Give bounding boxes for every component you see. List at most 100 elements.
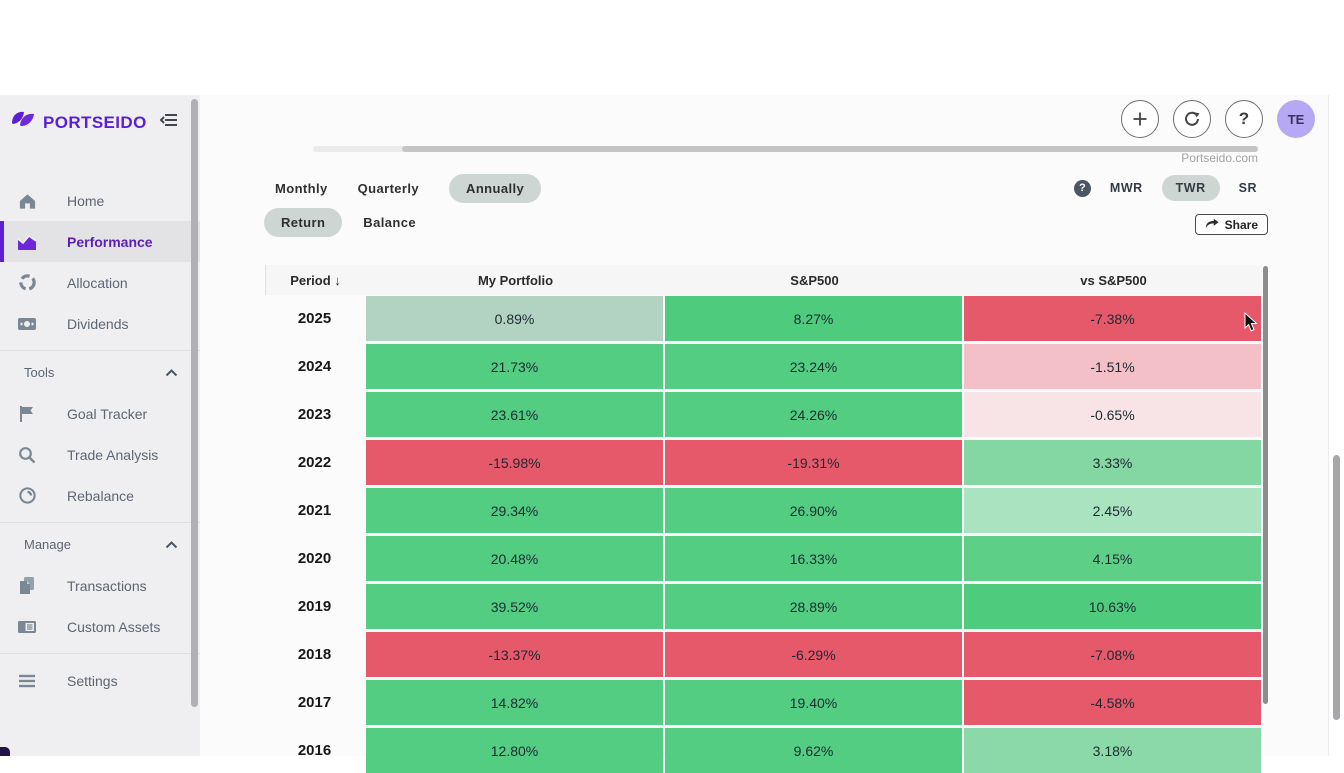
sidebar-item-transactions[interactable]: Transactions: [0, 565, 200, 606]
sidebar-collapse-icon[interactable]: [159, 112, 178, 133]
row-year: 2023: [297, 406, 332, 423]
row-year: 2017: [297, 694, 332, 711]
sidebar-item-goal-tracker[interactable]: Goal Tracker: [0, 393, 200, 434]
table-row: 2025 0.89% 8.27% -7.38%: [265, 296, 1262, 341]
sidebar-item-dividends[interactable]: Dividends: [0, 303, 200, 344]
sp500-return-cell: 24.26%: [665, 392, 962, 437]
sidebar-divider: [0, 522, 200, 523]
sidebar-item-home[interactable]: Home: [0, 180, 200, 221]
avatar[interactable]: TE: [1277, 100, 1315, 138]
sidebar-item-performance[interactable]: Performance: [0, 221, 200, 262]
sp500-return-cell: 28.89%: [665, 584, 962, 629]
tab-monthly[interactable]: Monthly: [275, 181, 328, 196]
settings-lines-icon: [17, 671, 37, 691]
sidebar-item-label: Trade Analysis: [67, 446, 159, 463]
horizontal-scrollbar-thumb[interactable]: [402, 146, 1258, 152]
sidebar-divider: [0, 653, 200, 654]
table-row: 2017 14.82% 19.40% -4.58%: [265, 680, 1262, 725]
sidebar-item-settings[interactable]: Settings: [0, 660, 200, 701]
vs-sp500-cell: -1.51%: [964, 344, 1261, 389]
sidebar-item-label: Dividends: [67, 315, 129, 332]
portfolio-return-cell: 23.61%: [366, 392, 663, 437]
sidebar-item-label: Rebalance: [67, 487, 134, 504]
portfolio-return-cell: 21.73%: [366, 344, 663, 389]
row-year: 2018: [297, 646, 332, 663]
section-title: Tools: [24, 364, 55, 380]
share-button[interactable]: Share: [1194, 214, 1268, 235]
view-tabs: Return Balance: [264, 208, 416, 237]
vs-sp500-cell: 3.18%: [964, 728, 1261, 773]
app-window: PORTSEIDO Home: [0, 95, 1344, 773]
metric-help-icon[interactable]: ?: [1073, 179, 1091, 197]
tab-mwr[interactable]: MWR: [1109, 181, 1143, 195]
row-year: 2016: [297, 742, 332, 759]
column-header-period[interactable]: Period ↓: [290, 272, 341, 288]
sidebar-nav: Home Performance Allocation: [0, 180, 200, 344]
table-row: 2019 39.52% 28.89% 10.63%: [265, 584, 1262, 629]
partial-banner-corner: [0, 747, 10, 756]
tab-twr[interactable]: TWR: [1161, 175, 1220, 201]
vs-sp500-cell: -0.65%: [964, 392, 1261, 437]
rebalance-icon: [17, 486, 37, 506]
table-row: 2016 12.80% 9.62% 3.18%: [265, 728, 1262, 773]
portfolio-return-cell: -15.98%: [366, 440, 663, 485]
table-row: 2021 29.34% 26.90% 2.45%: [265, 488, 1262, 533]
portfolio-return-cell: -13.37%: [366, 632, 663, 677]
tab-return[interactable]: Return: [264, 208, 343, 237]
sp500-return-cell: -6.29%: [665, 632, 962, 677]
documents-icon: [17, 576, 37, 596]
help-button[interactable]: ?: [1225, 100, 1263, 138]
sidebar-divider: [0, 350, 200, 351]
vs-sp500-cell: 2.45%: [964, 488, 1261, 533]
sidebar-item-label: Settings: [67, 672, 118, 689]
performance-chart-icon: [17, 232, 37, 252]
tab-sr[interactable]: SR: [1238, 181, 1257, 195]
sp500-return-cell: -19.31%: [665, 440, 962, 485]
sp500-return-cell: 19.40%: [665, 680, 962, 725]
sp500-return-cell: 9.62%: [665, 728, 962, 773]
section-header-tools[interactable]: Tools: [0, 351, 200, 393]
dividends-money-icon: [17, 314, 37, 334]
card-icon: [17, 617, 37, 637]
row-year: 2020: [297, 550, 332, 567]
portfolio-return-cell: 0.89%: [366, 296, 663, 341]
mouse-cursor: [1244, 311, 1259, 338]
row-year: 2024: [297, 358, 332, 375]
add-button[interactable]: [1121, 100, 1159, 138]
table-scrollbar-thumb[interactable]: [1263, 266, 1268, 704]
sidebar-item-label: Home: [67, 192, 105, 209]
section-header-manage[interactable]: Manage: [0, 523, 200, 565]
sidebar-item-allocation[interactable]: Allocation: [0, 262, 200, 303]
page-scrollbar[interactable]: [1328, 95, 1344, 756]
table-row: 2018 -13.37% -6.29% -7.08%: [265, 632, 1262, 677]
table-row: 2022 -15.98% -19.31% 3.33%: [265, 440, 1262, 485]
portseido-logo-icon: [10, 109, 36, 136]
brand-header: PORTSEIDO: [0, 95, 200, 136]
tab-annually[interactable]: Annually: [449, 174, 542, 203]
horizontal-scrollbar[interactable]: [313, 146, 1258, 152]
sidebar-item-label: Performance: [67, 233, 153, 250]
tab-balance[interactable]: Balance: [363, 215, 416, 230]
period-tabs: Monthly Quarterly Annually: [275, 174, 542, 203]
sidebar-item-custom-assets[interactable]: Custom Assets: [0, 606, 200, 647]
watermark: Portseido.com: [1181, 151, 1258, 165]
tab-quarterly[interactable]: Quarterly: [357, 181, 420, 196]
portfolio-return-cell: 12.80%: [366, 728, 663, 773]
table-body: 2025 0.89% 8.27% -7.38% 2024 21.73% 23.2…: [265, 296, 1262, 773]
sidebar-scrollbar-thumb[interactable]: [191, 99, 198, 707]
allocation-pie-icon: [17, 273, 37, 293]
refresh-button[interactable]: [1173, 100, 1211, 138]
portfolio-return-cell: 14.82%: [366, 680, 663, 725]
page-scrollbar-thumb[interactable]: [1333, 455, 1340, 720]
table-row: 2020 20.48% 16.33% 4.15%: [265, 536, 1262, 581]
sidebar-item-rebalance[interactable]: Rebalance: [0, 475, 200, 516]
header-actions: ? TE: [1121, 100, 1315, 138]
sidebar-item-label: Allocation: [67, 274, 128, 291]
section-title: Manage: [24, 536, 71, 552]
vs-sp500-cell: 10.63%: [964, 584, 1261, 629]
returns-table: Period ↓ My Portfolio S&P500 vs S&P500 2…: [265, 265, 1262, 773]
chevron-up-icon: [165, 537, 178, 552]
sidebar-item-trade-analysis[interactable]: Trade Analysis: [0, 434, 200, 475]
sp500-return-cell: 23.24%: [665, 344, 962, 389]
column-header-portfolio: My Portfolio: [477, 272, 554, 288]
